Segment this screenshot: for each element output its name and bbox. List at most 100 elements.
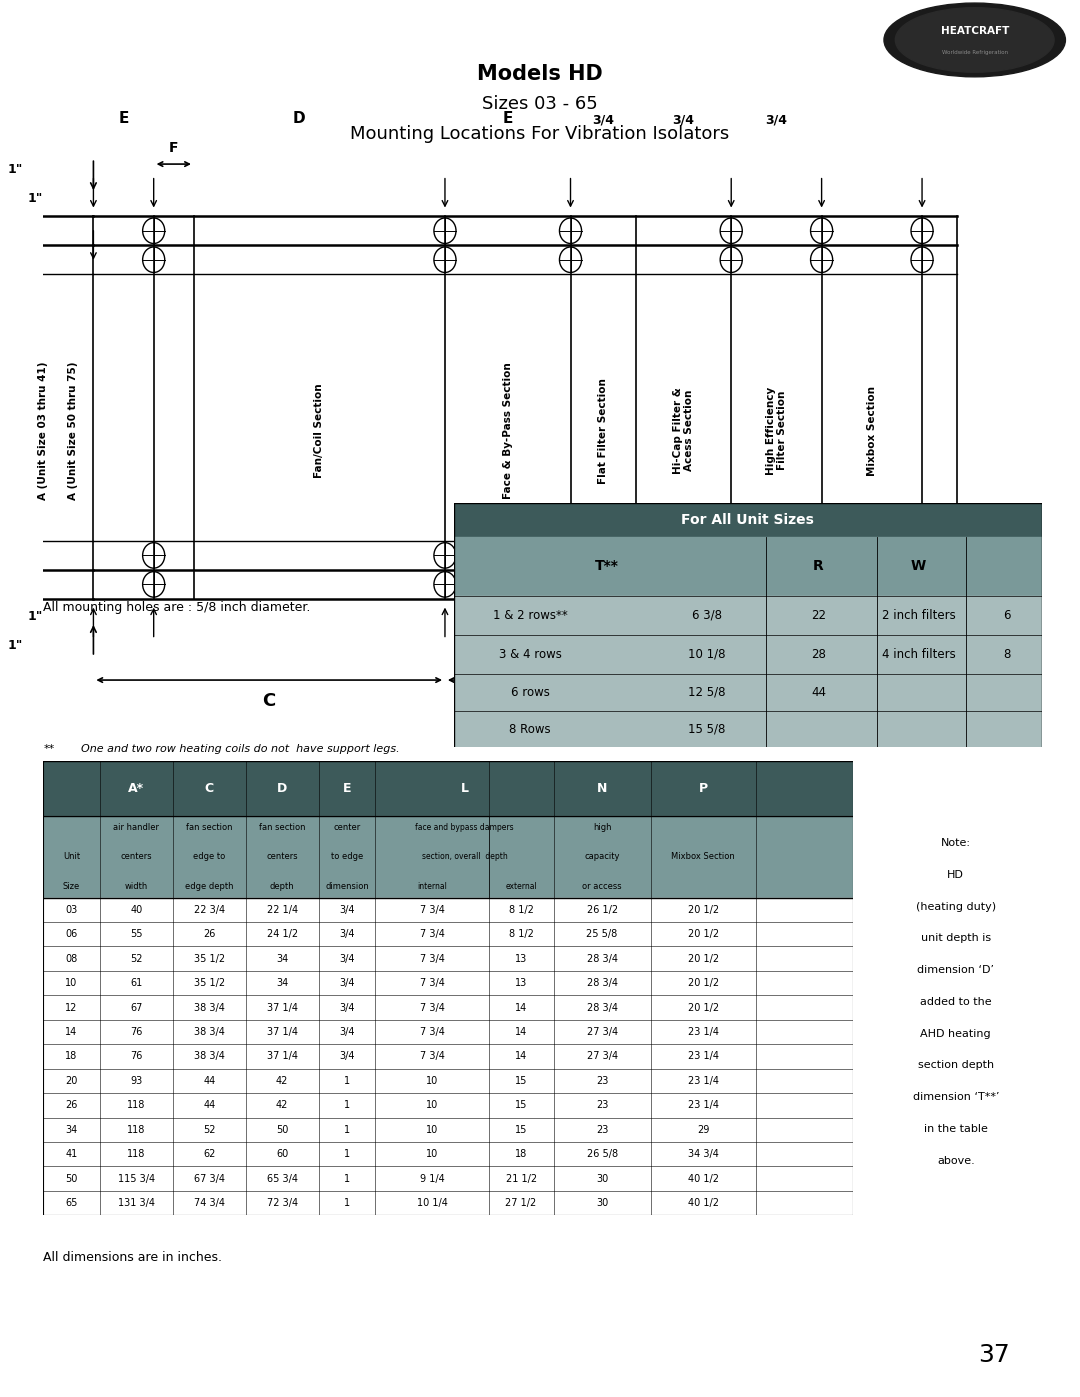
Text: 06: 06 (66, 929, 78, 939)
Text: 27 3/4: 27 3/4 (586, 1052, 618, 1062)
Text: edge depth: edge depth (185, 882, 233, 891)
Text: 3/4: 3/4 (339, 978, 354, 988)
Text: 1: 1 (343, 1173, 350, 1183)
Text: 22: 22 (811, 609, 826, 622)
Text: internal: internal (417, 882, 447, 891)
Text: 34: 34 (276, 954, 288, 964)
Text: 1": 1" (8, 638, 23, 652)
Text: 3/4: 3/4 (339, 905, 354, 915)
Text: 44: 44 (811, 686, 826, 698)
Text: 7 3/4: 7 3/4 (419, 929, 445, 939)
Text: 44: 44 (203, 1076, 215, 1085)
Text: 25 5/8: 25 5/8 (586, 929, 618, 939)
Text: 8: 8 (1003, 648, 1011, 661)
Text: 10 1/8: 10 1/8 (688, 648, 726, 661)
Text: Fan/Coil Section: Fan/Coil Section (314, 383, 324, 478)
Text: 3/4: 3/4 (339, 954, 354, 964)
Text: dimension: dimension (325, 882, 369, 891)
Text: 74 3/4: 74 3/4 (193, 1199, 225, 1208)
Text: fan section: fan section (186, 823, 232, 831)
Text: 3/4: 3/4 (339, 1052, 354, 1062)
Text: 23: 23 (596, 1101, 608, 1111)
Text: 38 3/4: 38 3/4 (193, 1003, 225, 1013)
Text: 37 1/4: 37 1/4 (267, 1052, 298, 1062)
Text: 38 3/4: 38 3/4 (193, 1027, 225, 1037)
Text: centers: centers (267, 852, 298, 861)
Text: 20 1/2: 20 1/2 (688, 954, 719, 964)
Text: 55: 55 (130, 929, 143, 939)
Text: 7 3/4: 7 3/4 (419, 978, 445, 988)
Text: 50: 50 (276, 1125, 288, 1134)
Text: W: W (593, 692, 613, 710)
Text: 15: 15 (515, 1101, 527, 1111)
Text: W: W (910, 559, 927, 574)
Text: Worldwide Refrigeration: Worldwide Refrigeration (942, 50, 1008, 54)
Text: Hi-Cap Filter &
Acess Section: Hi-Cap Filter & Acess Section (673, 387, 694, 474)
Text: dimension ‘D’: dimension ‘D’ (917, 965, 995, 975)
Text: 6 rows: 6 rows (511, 686, 550, 698)
Text: 10: 10 (426, 1125, 438, 1134)
Text: external: external (505, 882, 537, 891)
Text: 7 3/4: 7 3/4 (419, 905, 445, 915)
Text: 4 inch filters: 4 inch filters (881, 648, 956, 661)
Text: 29: 29 (698, 1125, 710, 1134)
Text: R: R (813, 559, 824, 574)
Text: All dimensions are in inches.: All dimensions are in inches. (43, 1250, 222, 1264)
Text: 62: 62 (203, 1150, 215, 1160)
Text: fan section: fan section (259, 823, 306, 831)
Text: 8 1/2: 8 1/2 (509, 929, 534, 939)
Text: 23 1/4: 23 1/4 (688, 1027, 719, 1037)
Text: 03: 03 (66, 905, 78, 915)
Text: 1: 1 (343, 1125, 350, 1134)
Text: 10 1/4: 10 1/4 (417, 1199, 447, 1208)
Text: 14: 14 (515, 1052, 527, 1062)
Text: E: E (342, 782, 351, 795)
Text: 1": 1" (28, 609, 43, 623)
Text: 27 1/2: 27 1/2 (505, 1199, 537, 1208)
Text: C: C (205, 782, 214, 795)
Text: 24 1/2: 24 1/2 (267, 929, 298, 939)
Text: 76: 76 (131, 1027, 143, 1037)
Text: 23 1/4: 23 1/4 (688, 1052, 719, 1062)
Text: 12: 12 (66, 1003, 78, 1013)
Text: 131 3/4: 131 3/4 (118, 1199, 154, 1208)
Text: 40: 40 (131, 905, 143, 915)
Text: center: center (334, 823, 361, 831)
Text: For All Unit Sizes: For All Unit Sizes (681, 513, 814, 527)
Text: high: high (593, 823, 611, 831)
Text: L: L (502, 692, 513, 710)
Text: 37: 37 (977, 1343, 1010, 1368)
Text: 52: 52 (203, 1125, 216, 1134)
Text: 14: 14 (515, 1027, 527, 1037)
Text: 27 3/4: 27 3/4 (586, 1027, 618, 1037)
Text: Unit: Unit (63, 852, 80, 861)
Text: All mounting holes are : 5/8 inch diameter.: All mounting holes are : 5/8 inch diamet… (43, 601, 311, 615)
Text: 12 5/8: 12 5/8 (688, 686, 726, 698)
Text: added to the: added to the (920, 997, 991, 1007)
Text: 23 1/4: 23 1/4 (688, 1076, 719, 1085)
Text: 34: 34 (66, 1125, 78, 1134)
Text: P: P (882, 692, 896, 710)
Text: 1 & 2 rows**: 1 & 2 rows** (492, 609, 567, 622)
Text: 22 3/4: 22 3/4 (193, 905, 225, 915)
Text: 1: 1 (343, 1150, 350, 1160)
Text: 93: 93 (131, 1076, 143, 1085)
Text: D: D (293, 112, 306, 126)
Text: 10: 10 (426, 1150, 438, 1160)
Text: 3/4: 3/4 (766, 113, 787, 126)
Bar (454, 595, 1042, 747)
Text: section depth: section depth (918, 1060, 994, 1070)
Text: Sizes 03 - 65: Sizes 03 - 65 (482, 95, 598, 113)
Text: 23 1/4: 23 1/4 (688, 1101, 719, 1111)
Text: 41: 41 (66, 1150, 78, 1160)
Text: in the table: in the table (923, 1125, 988, 1134)
Text: A (Unit Size 50 thru 75): A (Unit Size 50 thru 75) (68, 362, 79, 500)
Text: 3/4: 3/4 (339, 1003, 354, 1013)
Text: 3/4: 3/4 (592, 113, 615, 126)
Text: 30: 30 (596, 1173, 608, 1183)
Text: centers: centers (121, 852, 152, 861)
Text: 26: 26 (66, 1101, 78, 1111)
Text: F: F (170, 141, 178, 155)
Text: Note:: Note: (941, 838, 971, 848)
Text: 118: 118 (127, 1125, 146, 1134)
